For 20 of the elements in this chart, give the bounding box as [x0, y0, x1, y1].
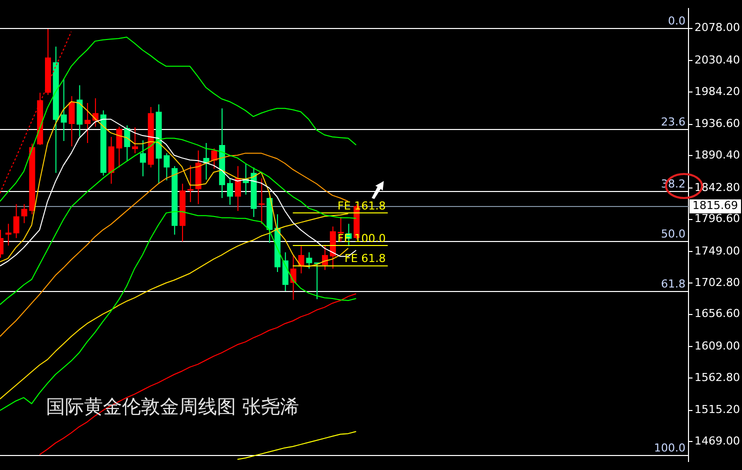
y-tick-label: 1702.80	[694, 276, 740, 289]
annotation: 61.8	[661, 277, 686, 290]
y-tick-label: 2078.00	[694, 21, 740, 34]
y-tick-label: 1515.20	[694, 403, 740, 416]
y-tick-label: 1890.40	[694, 148, 740, 162]
y-tick-label: 1469.00	[694, 434, 740, 448]
y-tick-label: 1796.60	[694, 212, 740, 226]
series-label: FE 61.8	[344, 252, 386, 266]
y-tick-label: 1609.00	[694, 340, 740, 353]
annotation: 100.0	[654, 441, 686, 454]
y-tick-label: 1984.20	[694, 84, 740, 98]
annotation: 50.0	[661, 227, 686, 240]
y-tick-label: 1562.80	[694, 370, 740, 384]
annotation: 23.6	[661, 115, 686, 128]
y-tick-label: 1749.00	[694, 244, 740, 258]
ref-line-label: 1815.69	[692, 199, 738, 212]
y-tick-label: 2030.40	[694, 53, 740, 66]
annotation: 0.0	[668, 14, 686, 28]
y-tick-label: 1656.60	[694, 307, 740, 320]
y-tick-label: 1936.60	[694, 117, 740, 130]
